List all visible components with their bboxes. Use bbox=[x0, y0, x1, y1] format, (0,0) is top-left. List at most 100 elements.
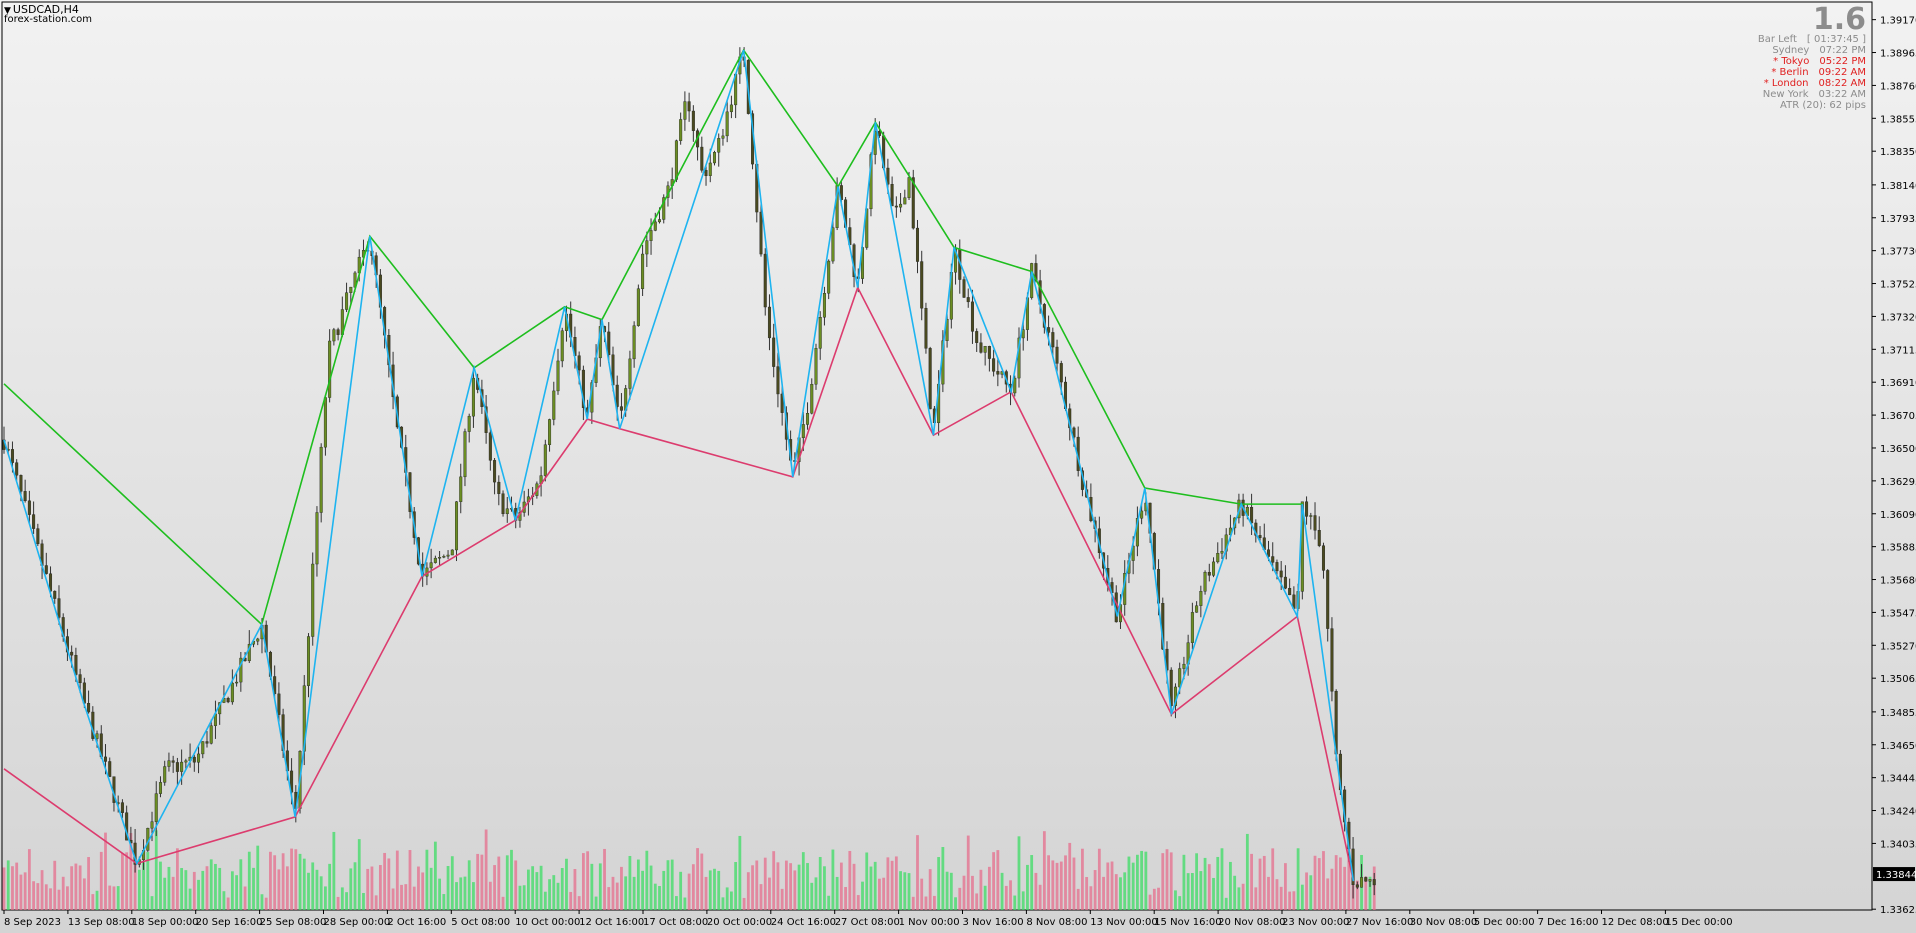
candle bbox=[996, 371, 1000, 375]
volume-bar bbox=[916, 835, 919, 910]
volume-bar bbox=[159, 861, 162, 910]
candle bbox=[776, 366, 780, 395]
candle bbox=[721, 135, 725, 139]
candle bbox=[924, 307, 928, 349]
volume-bar bbox=[949, 872, 953, 910]
volume-bar bbox=[324, 886, 327, 910]
volume-bar bbox=[417, 866, 420, 910]
volume-bar bbox=[1368, 876, 1372, 910]
volume-bar bbox=[391, 888, 395, 910]
volume-bar bbox=[239, 859, 243, 910]
volume-bar bbox=[15, 862, 19, 910]
candle bbox=[433, 557, 437, 563]
candle bbox=[1267, 549, 1271, 557]
volume-bar bbox=[543, 891, 547, 910]
volume-bar bbox=[36, 883, 40, 910]
volume-bar bbox=[958, 887, 962, 910]
volume-bar bbox=[1026, 864, 1029, 910]
volume-bar bbox=[1174, 890, 1177, 910]
candle bbox=[230, 682, 234, 703]
volume-bar bbox=[810, 882, 814, 910]
candle bbox=[1059, 363, 1063, 383]
volume-bar bbox=[433, 841, 437, 910]
price-axis[interactable]: 1.39170 1.38965 1.38760 1.38555 1.38350 1.381… bbox=[1872, 16, 1916, 917]
volume-bar bbox=[772, 851, 776, 910]
volume-bar bbox=[839, 862, 843, 910]
volume-bar bbox=[1076, 888, 1080, 910]
volume-bar bbox=[996, 850, 1000, 910]
volume-bar bbox=[260, 894, 264, 910]
volume-bar bbox=[125, 852, 129, 910]
volume-bar bbox=[1322, 851, 1325, 910]
y-tick-label: 1.36295 bbox=[1880, 477, 1916, 488]
symbol-label[interactable]: ▼ USDCAD,H4 bbox=[4, 3, 79, 16]
candle bbox=[1195, 605, 1199, 613]
volume-bar bbox=[920, 878, 924, 910]
volume-bar bbox=[971, 875, 974, 910]
volume-bar bbox=[687, 873, 691, 910]
candle bbox=[450, 549, 454, 556]
volume-bar bbox=[230, 871, 234, 910]
candle bbox=[1368, 879, 1372, 882]
volume-bar bbox=[1355, 880, 1359, 910]
website-label: forex-station.com bbox=[4, 14, 92, 25]
volume-bar bbox=[1338, 857, 1342, 910]
volume-bar bbox=[683, 897, 687, 910]
volume-bar bbox=[653, 883, 657, 910]
candle bbox=[103, 756, 107, 762]
volume-bar bbox=[49, 888, 52, 910]
volume-bar bbox=[44, 884, 48, 910]
y-tick-label: 1.35680 bbox=[1880, 576, 1916, 587]
candle bbox=[23, 491, 27, 502]
volume-bar bbox=[429, 867, 433, 910]
volume-bar bbox=[2, 867, 6, 910]
volume-bar bbox=[163, 877, 167, 910]
candle bbox=[197, 753, 201, 763]
candle bbox=[628, 358, 632, 389]
candle bbox=[1288, 587, 1292, 596]
candle bbox=[801, 424, 805, 439]
candle bbox=[226, 698, 230, 703]
volume-bar bbox=[763, 857, 767, 910]
candle bbox=[920, 261, 924, 309]
candle bbox=[1140, 510, 1144, 519]
volume-bar bbox=[1220, 848, 1224, 910]
volume-bar bbox=[353, 862, 357, 910]
volume-bar bbox=[518, 885, 522, 910]
volume-bar bbox=[184, 870, 188, 910]
x-tick-label: 27 Nov 16:00 bbox=[1346, 917, 1413, 928]
candle bbox=[32, 514, 36, 529]
volume-bar bbox=[319, 876, 323, 910]
volume-bar bbox=[192, 871, 196, 910]
volume-bar bbox=[133, 864, 137, 910]
volume-bar bbox=[776, 862, 780, 910]
y-tick-label: 1.35885 bbox=[1880, 543, 1916, 554]
volume-bar bbox=[700, 853, 704, 910]
volume-bar bbox=[1034, 872, 1038, 910]
volume-bar bbox=[662, 870, 666, 910]
x-tick-label: 5 Oct 08:00 bbox=[451, 917, 510, 928]
volume-bar bbox=[1072, 857, 1076, 910]
candle bbox=[1309, 515, 1313, 517]
candle bbox=[983, 346, 987, 353]
volume-bar bbox=[738, 835, 742, 910]
dropdown-triangle-icon[interactable]: ▼ bbox=[4, 6, 11, 16]
candle bbox=[323, 397, 327, 448]
info-value: 05:22 PM bbox=[1819, 56, 1866, 67]
volume-bar bbox=[61, 876, 65, 910]
volume-bar bbox=[1097, 848, 1101, 910]
info-label: * Tokyo bbox=[1773, 56, 1810, 67]
volume-bar bbox=[1038, 884, 1042, 910]
volume-bar bbox=[383, 852, 387, 910]
y-tick-label: 1.37730 bbox=[1880, 247, 1916, 258]
volume-bar bbox=[336, 896, 340, 910]
volume-bar bbox=[1267, 876, 1270, 910]
volume-bar bbox=[890, 860, 894, 910]
volume-bar bbox=[1186, 873, 1190, 910]
candle bbox=[505, 508, 509, 515]
volume-bar bbox=[666, 860, 670, 910]
volume-bar bbox=[1330, 868, 1334, 910]
